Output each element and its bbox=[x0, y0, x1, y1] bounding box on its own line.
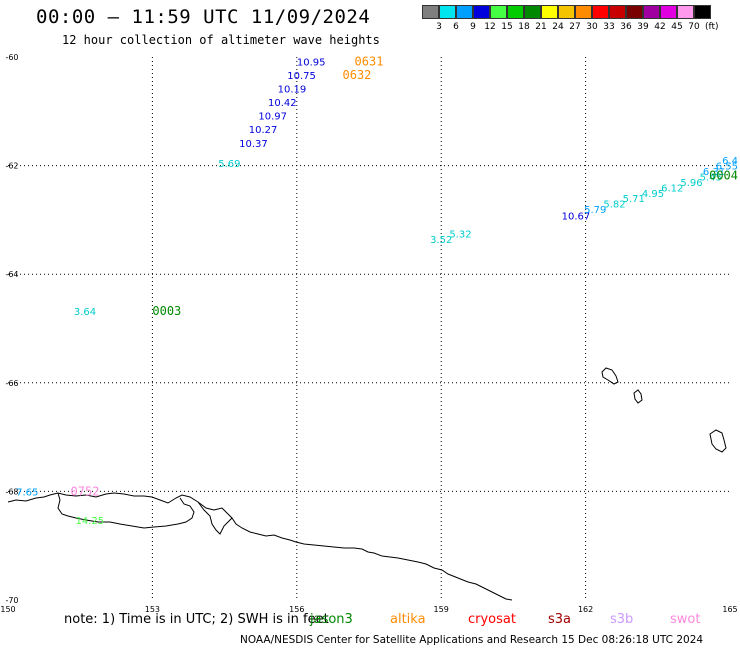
coastline-bay bbox=[197, 501, 233, 535]
wave-height-value: 4.95 bbox=[642, 189, 664, 200]
mission-s3a: s3a bbox=[548, 612, 572, 627]
longitude-tick-label: 159 bbox=[434, 605, 449, 614]
island-3 bbox=[709, 429, 727, 453]
wave-height-value: 5.96 bbox=[680, 178, 702, 189]
legend-swatch bbox=[575, 5, 592, 19]
legend-label: 12 bbox=[484, 22, 496, 32]
latitude-tick-label: -66 bbox=[5, 379, 18, 388]
wave-height-value: 10.67 bbox=[562, 212, 591, 223]
coastline-mainland bbox=[7, 492, 513, 601]
wave-height-value: 6.12 bbox=[661, 183, 683, 194]
legend-swatch bbox=[507, 5, 524, 19]
mission-altika: altika bbox=[390, 612, 426, 627]
wave-height-value: 5.45 bbox=[700, 172, 722, 183]
legend-label: 21 bbox=[535, 22, 547, 32]
legend-label: 3 bbox=[436, 22, 442, 32]
wave-height-value: 3.52 bbox=[430, 235, 452, 246]
legend-swatch bbox=[660, 5, 677, 19]
wave-height-value: 10.75 bbox=[287, 71, 316, 82]
wave-height-observations: 10.95 10.75 10.19 10.42 10.97 10.27 10.37 5.69 3… bbox=[16, 57, 738, 527]
latitude-tick-label: -60 bbox=[5, 53, 18, 62]
legend-swatch bbox=[473, 5, 490, 19]
pass-time-label: 0752 bbox=[71, 484, 100, 498]
chart-subtitle: 12 hour collection of altimeter wave hei… bbox=[62, 33, 380, 47]
chart-title: 00:00 – 11:59 UTC 11/09/2024 bbox=[36, 6, 371, 28]
longitude-tick-label: 156 bbox=[289, 605, 304, 614]
wave-height-value: 7.65 bbox=[16, 487, 38, 498]
mission-s3b: s3b bbox=[610, 612, 634, 627]
legend-label: 15 bbox=[501, 22, 513, 32]
wave-height-value: 6.31 bbox=[703, 167, 725, 178]
latitude-tick-label: -64 bbox=[5, 270, 18, 279]
wave-height-value: 10.37 bbox=[239, 139, 268, 150]
legend-swatch bbox=[694, 5, 711, 19]
legend-label: 36 bbox=[620, 22, 632, 32]
legend-swatch bbox=[643, 5, 660, 19]
legend-unit-label: (ft) bbox=[705, 22, 719, 32]
island-1 bbox=[601, 367, 619, 385]
legend-label: 70 bbox=[688, 22, 700, 32]
legend-label: 6 bbox=[453, 22, 459, 32]
longitude-tick-label: 150 bbox=[0, 605, 15, 614]
wave-height-value: 5.71 bbox=[623, 194, 645, 205]
legend-swatch bbox=[439, 5, 456, 19]
island-2 bbox=[633, 389, 643, 404]
wave-height-value: 10.95 bbox=[297, 57, 326, 68]
legend-swatch bbox=[541, 5, 558, 19]
legend-swatch bbox=[677, 5, 694, 19]
latitude-tick-label: -68 bbox=[5, 487, 18, 496]
wave-height-value: 5.69 bbox=[218, 159, 240, 170]
legend-label: 39 bbox=[637, 22, 649, 32]
longitude-tick-label: 165 bbox=[722, 605, 737, 614]
legend-swatch bbox=[558, 5, 575, 19]
wave-height-value: 5.82 bbox=[603, 200, 625, 211]
wave-height-value: 5.79 bbox=[584, 205, 606, 216]
mission-cryosat: cryosat bbox=[468, 612, 516, 627]
legend-swatch bbox=[490, 5, 507, 19]
legend-swatch bbox=[609, 5, 626, 19]
pass-time-label: 0003 bbox=[152, 304, 181, 318]
legend-swatch bbox=[626, 5, 643, 19]
wave-height-value: 5.32 bbox=[449, 229, 471, 240]
longitude-tick-label: 162 bbox=[578, 605, 593, 614]
wave-height-value: 10.19 bbox=[278, 84, 307, 95]
pass-time-label: 0004 bbox=[709, 168, 738, 182]
legend-label: 9 bbox=[470, 22, 476, 32]
legend-swatch bbox=[592, 5, 609, 19]
footer-note: note: 1) Time is in UTC; 2) SWH is in fe… bbox=[64, 612, 329, 627]
coastline bbox=[7, 367, 727, 601]
legend-label: 42 bbox=[654, 22, 666, 32]
wave-height-value: 14.25 bbox=[76, 516, 105, 527]
legend-swatch bbox=[422, 5, 439, 19]
footer-credit: NOAA/NESDIS Center for Satellite Applica… bbox=[240, 634, 704, 646]
legend-swatch bbox=[456, 5, 473, 19]
coastline-inlet bbox=[57, 492, 195, 529]
lat-lon-grid: 150 153 156 159 162 165 -60 -62 -64 -66 -68 -70 bbox=[0, 53, 737, 614]
pass-time-label: 0631 bbox=[355, 54, 384, 68]
legend-label: 33 bbox=[603, 22, 615, 32]
wave-height-value: 10.27 bbox=[249, 125, 278, 136]
legend-label: 45 bbox=[671, 22, 683, 32]
wave-height-value: 10.97 bbox=[258, 112, 287, 123]
legend-label: 24 bbox=[552, 22, 564, 32]
mission-jason3: jason3 bbox=[310, 612, 353, 627]
legend-label: 30 bbox=[586, 22, 598, 32]
wave-height-value: 6.4 bbox=[722, 156, 738, 167]
wave-height-value: 3.64 bbox=[74, 307, 96, 318]
legend-swatch bbox=[524, 5, 541, 19]
latitude-tick-label: -70 bbox=[5, 596, 18, 605]
pass-time-label: 0632 bbox=[343, 68, 372, 82]
legend-label: 27 bbox=[569, 22, 581, 32]
wave-height-value: 6.55 bbox=[716, 162, 738, 173]
wave-height-value: 10.42 bbox=[268, 98, 297, 109]
legend-label: 18 bbox=[518, 22, 530, 32]
latitude-tick-label: -62 bbox=[5, 162, 18, 171]
longitude-tick-label: 153 bbox=[145, 605, 160, 614]
mission-swot: swot bbox=[670, 612, 701, 627]
